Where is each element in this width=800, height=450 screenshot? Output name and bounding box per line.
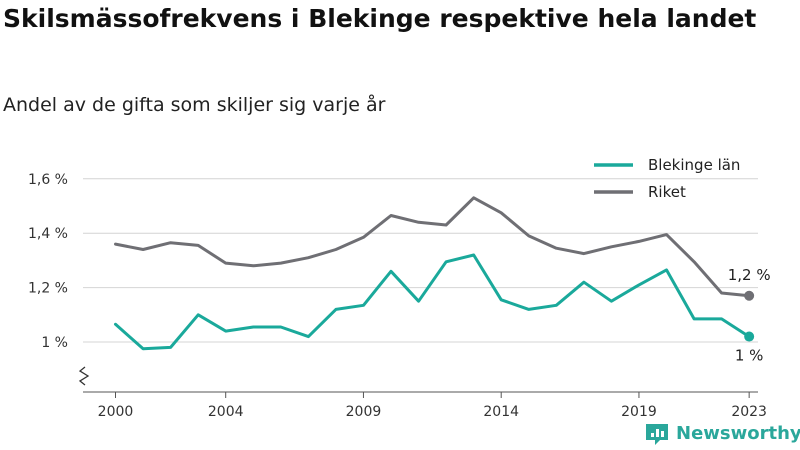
- end-value-label: 1 %: [735, 347, 764, 365]
- series-line-blekinge: [114, 253, 751, 351]
- legend-label: Riket: [648, 183, 686, 201]
- newsworthy-logo: Newsworthy: [644, 420, 800, 446]
- end-labels: 1 % 1,2 %: [728, 266, 771, 365]
- end-point-marker: [744, 331, 755, 342]
- y-tick-label: 1,4 %: [28, 226, 68, 242]
- x-tick-label: 2023: [731, 404, 767, 420]
- end-point-marker: [744, 290, 755, 301]
- chart-subtitle: Andel av de gifta som skiljer sig varje …: [3, 94, 386, 116]
- x-tick-label: 2019: [621, 404, 657, 420]
- axes: 1 % 1,2 % 1,4 % 1,6 % 2000 2004 2009 2014 2019 20…: [28, 172, 767, 420]
- x-tick-label: 2004: [208, 404, 244, 420]
- y-axis-break: [78, 366, 90, 386]
- x-tick-label: 2014: [483, 404, 519, 420]
- x-tick-label: 2000: [98, 404, 134, 420]
- y-tick-label: 1,2 %: [28, 281, 68, 297]
- series-line-riket: [114, 196, 751, 298]
- brand-name: Newsworthy: [676, 422, 800, 444]
- y-tick-label: 1,6 %: [28, 172, 68, 188]
- end-value-label: 1,2 %: [728, 266, 771, 284]
- newsworthy-icon: [646, 424, 668, 445]
- series-lines: [114, 196, 755, 351]
- legend: Blekinge län Riket: [594, 156, 740, 201]
- grid-lines: [83, 178, 758, 343]
- x-tick-label: 2009: [346, 404, 382, 420]
- chart-title: Skilsmässofrekvens i Blekinge respektive…: [3, 4, 757, 33]
- y-tick-label: 1 %: [41, 335, 68, 351]
- legend-label: Blekinge län: [648, 156, 740, 174]
